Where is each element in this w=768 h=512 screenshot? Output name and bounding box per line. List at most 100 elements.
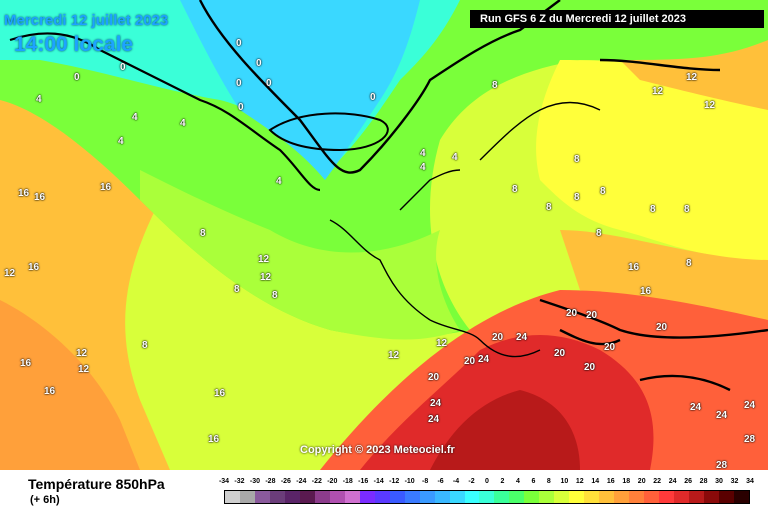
legend-tick-label: -16 bbox=[358, 478, 369, 485]
legend-tick-label: -8 bbox=[421, 478, 429, 485]
isotherm-label: 8 bbox=[596, 228, 602, 239]
legend-labels: -34 -32 -30 -28 -26 -24 -22 -20 -18 -16 -14 -12 -10-… bbox=[219, 478, 754, 490]
isotherm-label: 0 bbox=[256, 58, 262, 69]
isotherm-label: 12 bbox=[258, 254, 270, 265]
legend-tick-label: 34 bbox=[746, 478, 754, 485]
isotherm-label: 12 bbox=[76, 348, 88, 359]
isotherm-label: 8 bbox=[600, 186, 606, 197]
legend-swatch bbox=[569, 491, 585, 503]
isotherm-label: 8 bbox=[142, 340, 148, 351]
legend-swatch bbox=[404, 491, 420, 503]
legend-tick-label: 22 bbox=[653, 478, 662, 485]
legend-swatch bbox=[644, 491, 660, 503]
legend-swatch bbox=[614, 491, 630, 503]
isotherm-label: 0 bbox=[120, 62, 126, 73]
legend-tick-label: 0 bbox=[485, 478, 489, 485]
isotherm-label: 8 bbox=[272, 290, 278, 301]
orange-east-region bbox=[560, 230, 768, 320]
isotherm-label: 0 bbox=[370, 92, 376, 103]
legend-tick-label: -28 bbox=[265, 478, 276, 485]
legend-swatch bbox=[509, 491, 525, 503]
legend-swatch bbox=[629, 491, 645, 503]
isotherm-label: 8 bbox=[546, 202, 552, 213]
legend-tick-label: 28 bbox=[699, 478, 708, 485]
legend-swatch bbox=[344, 491, 360, 503]
legend-swatch bbox=[389, 491, 405, 503]
run-banner: Run GFS 6 Z du Mercredi 12 juillet 2023 bbox=[470, 10, 764, 28]
isotherm-label: 24 bbox=[690, 402, 702, 413]
isotherm-label: 16 bbox=[628, 262, 640, 273]
color-legend bbox=[224, 490, 750, 504]
legend-swatch bbox=[689, 491, 704, 503]
isotherm-label: 0 bbox=[236, 38, 242, 49]
map-title: Température 850hPa bbox=[28, 476, 165, 492]
legend-tick-label: -6 bbox=[437, 478, 444, 485]
legend-swatch bbox=[479, 491, 495, 503]
legend-tick-label: 6 bbox=[531, 478, 536, 485]
isotherm-label: 0 bbox=[266, 78, 272, 89]
isotherm-label: 12 bbox=[388, 350, 400, 361]
coastlines bbox=[329, 101, 601, 358]
legend-swatch bbox=[554, 491, 570, 503]
footer-bar: Température 850hPa (+ 6h) -34 -32 -30 -28 -2… bbox=[0, 470, 768, 512]
legend-swatch bbox=[434, 491, 450, 503]
legend-tick-label: 8 bbox=[546, 478, 551, 485]
isotherm-label: 20 bbox=[584, 362, 596, 373]
isotherm-label: 20 bbox=[464, 356, 476, 367]
legend-tick-label: -30 bbox=[249, 478, 260, 485]
isotherm-label: 8 bbox=[650, 204, 656, 215]
time-label: 14:00 locale bbox=[14, 33, 134, 56]
legend-swatch bbox=[269, 491, 285, 503]
legend-swatch bbox=[419, 491, 435, 503]
legend-tick-label: -20 bbox=[327, 478, 338, 485]
isotherm-label: 0 bbox=[238, 102, 244, 113]
extreme-hot-region bbox=[430, 390, 580, 470]
legend-swatch bbox=[329, 491, 345, 503]
legend-swatch bbox=[674, 491, 690, 503]
legend-swatch bbox=[718, 491, 734, 503]
temperature-map bbox=[0, 0, 768, 470]
legend-tick-label: 20 bbox=[637, 478, 646, 485]
isotherm-label: 4 bbox=[180, 118, 186, 129]
copyright-label: Copyright © 2023 Meteociel.fr bbox=[300, 444, 455, 456]
isotherm-label: 16 bbox=[208, 434, 220, 445]
isotherm-label: 28 bbox=[716, 460, 728, 471]
isotherm-label: 20 bbox=[428, 372, 440, 383]
isotherm-label: 16 bbox=[640, 286, 652, 297]
legend-swatch bbox=[524, 491, 540, 503]
isotherm-label: 8 bbox=[512, 184, 518, 195]
isotherm-label: 16 bbox=[20, 358, 32, 369]
legend-swatch bbox=[464, 491, 480, 503]
legend-swatch bbox=[449, 491, 465, 503]
legend-swatch bbox=[254, 491, 270, 503]
isotherm-label: 8 bbox=[686, 258, 692, 269]
iceland-coast bbox=[268, 112, 389, 152]
isotherm-label: 4 bbox=[132, 112, 138, 123]
legend-tick-label: -12 bbox=[389, 478, 400, 485]
isotherm-label: 8 bbox=[574, 192, 580, 203]
isotherm-label: 4 bbox=[420, 148, 426, 159]
isotherm-label: 4 bbox=[36, 94, 42, 105]
legend-tick-label: 26 bbox=[684, 478, 693, 485]
legend-tick-label: 18 bbox=[622, 478, 631, 485]
isotherm-label: 24 bbox=[428, 414, 440, 425]
legend-tick-label: -34 bbox=[218, 478, 230, 485]
legend-swatch bbox=[599, 491, 615, 503]
legend-tick-label: 4 bbox=[515, 478, 520, 485]
legend-tick-label: -24 bbox=[296, 478, 307, 485]
date-label: Mercredi 12 juillet 2023 bbox=[4, 12, 169, 29]
isotherm-label: 24 bbox=[430, 398, 442, 409]
isotherm-label: 8 bbox=[200, 228, 206, 239]
legend-tick-label: -14 bbox=[373, 478, 384, 485]
cyan-deep-region bbox=[180, 0, 420, 180]
legend-tick-label: 30 bbox=[715, 478, 723, 485]
legend-tick-label: -26 bbox=[280, 478, 291, 485]
isotherm-label: 4 bbox=[276, 176, 282, 187]
forecast-offset: (+ 6h) bbox=[30, 494, 60, 506]
legend-swatch bbox=[704, 491, 719, 503]
legend-tick-label: 32 bbox=[730, 478, 739, 485]
legend-tick-label: -4 bbox=[452, 478, 460, 485]
legend-swatch bbox=[314, 491, 330, 503]
yellow-northeast-region bbox=[536, 60, 768, 260]
